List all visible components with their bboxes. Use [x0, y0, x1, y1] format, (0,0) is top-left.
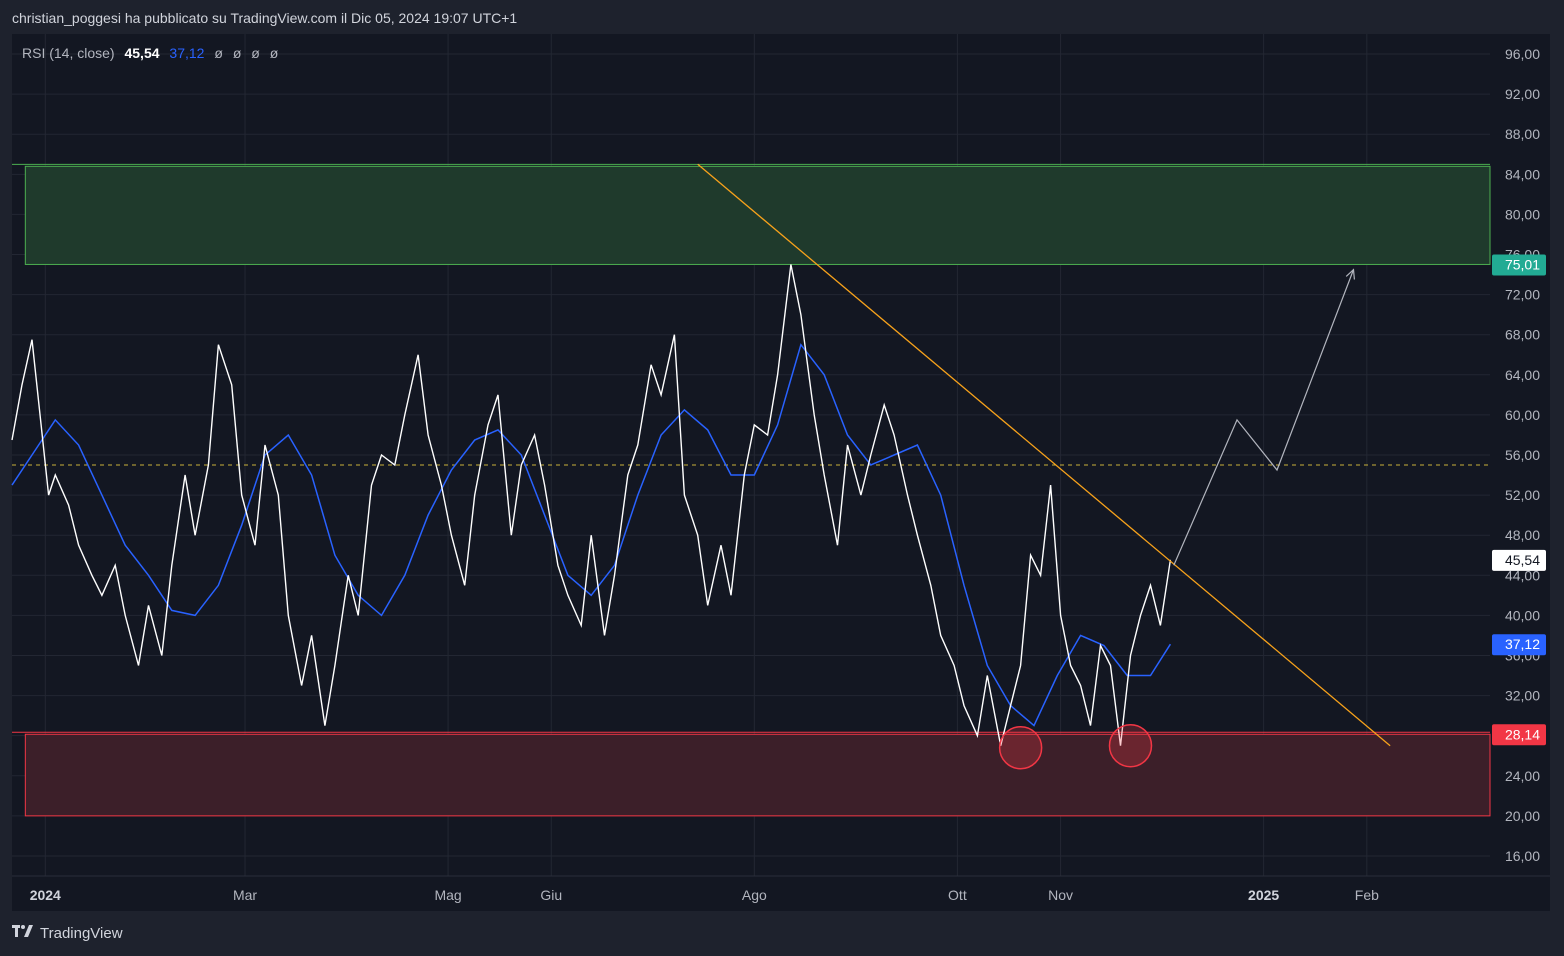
y-tick-label: 60,00: [1505, 407, 1540, 423]
x-tick-label: Mar: [233, 887, 257, 903]
zones: [12, 163, 1491, 817]
y-tick-label: 24,00: [1505, 768, 1540, 784]
price-label-text: 37,12: [1505, 636, 1540, 652]
y-tick-label: 44,00: [1505, 567, 1540, 583]
y-tick-label: 72,00: [1505, 287, 1540, 303]
brand-name: TradingView: [40, 925, 123, 942]
y-tick-label: 48,00: [1505, 527, 1540, 543]
y-tick-label: 92,00: [1505, 86, 1540, 102]
y-tick-label: 68,00: [1505, 327, 1540, 343]
price-label-box: [1492, 549, 1546, 571]
price-label-box: [1492, 254, 1546, 276]
price-labels: 75,01 45,54 37,12 28,14: [1492, 254, 1546, 746]
x-tick-label: 2024: [30, 887, 61, 903]
price-label-box: [1492, 634, 1546, 656]
circle-marker: [1108, 723, 1153, 768]
publisher-caption: christian_poggesi ha pubblicato su Tradi…: [12, 10, 518, 26]
x-tick-label: 2025: [1248, 887, 1279, 903]
y-tick-label: 32,00: [1505, 688, 1540, 704]
y-tick-label: 64,00: [1505, 367, 1540, 383]
price-label-text: 45,54: [1505, 552, 1540, 568]
price-label-text: 28,14: [1505, 726, 1540, 742]
indicator-legend[interactable]: RSI (14, close) 45,54 37,12 ø ø ø ø: [22, 45, 278, 61]
arrow-head-icon: [1345, 268, 1355, 280]
na-value: ø: [232, 45, 242, 61]
x-tick-label: Giu: [540, 887, 562, 903]
y-axis[interactable]: 96,0092,0088,0084,0080,0076,0072,0068,00…: [1505, 46, 1540, 864]
x-tick-label: Nov: [1048, 887, 1073, 903]
indicator-name: RSI (14, close): [22, 45, 115, 61]
y-tick-label: 20,00: [1505, 808, 1540, 824]
x-axis[interactable]: 2024 Mar Mag Giu Ago Ott Nov 2025 Feb: [30, 887, 1379, 903]
x-tick-label: Ago: [742, 887, 767, 903]
y-tick-label: 56,00: [1505, 447, 1540, 463]
x-tick-label: Mag: [434, 887, 461, 903]
x-tick-label: Ott: [948, 887, 967, 903]
na-value: ø: [214, 45, 223, 61]
ma-value: 37,12: [169, 45, 205, 61]
rsi-value: 45,54: [124, 45, 160, 61]
y-tick-label: 96,00: [1505, 46, 1540, 62]
na-value: ø: [269, 45, 279, 61]
circle-marker: [998, 725, 1043, 770]
y-tick-label: 40,00: [1505, 607, 1540, 623]
price-label-box: [1492, 724, 1546, 746]
bottom-circles: [998, 723, 1153, 770]
projection-arrow[interactable]: [1173, 269, 1355, 566]
footer-brand[interactable]: TradingView: [12, 924, 123, 943]
y-tick-label: 16,00: [1505, 848, 1540, 864]
ma-series-line: [11, 343, 1172, 727]
y-tick-label: 80,00: [1505, 206, 1540, 222]
y-tick-label: 84,00: [1505, 166, 1540, 182]
y-tick-label: 52,00: [1505, 487, 1540, 503]
price-label-text: 75,01: [1505, 256, 1540, 272]
y-tick-label: 88,00: [1505, 126, 1540, 142]
rsi-series-line: [11, 264, 1172, 746]
x-tick-label: Feb: [1355, 887, 1379, 903]
trendline[interactable]: [697, 163, 1391, 747]
na-value: ø: [251, 45, 260, 61]
tradingview-logo-icon: [12, 924, 34, 943]
support-zone: [24, 733, 1491, 817]
